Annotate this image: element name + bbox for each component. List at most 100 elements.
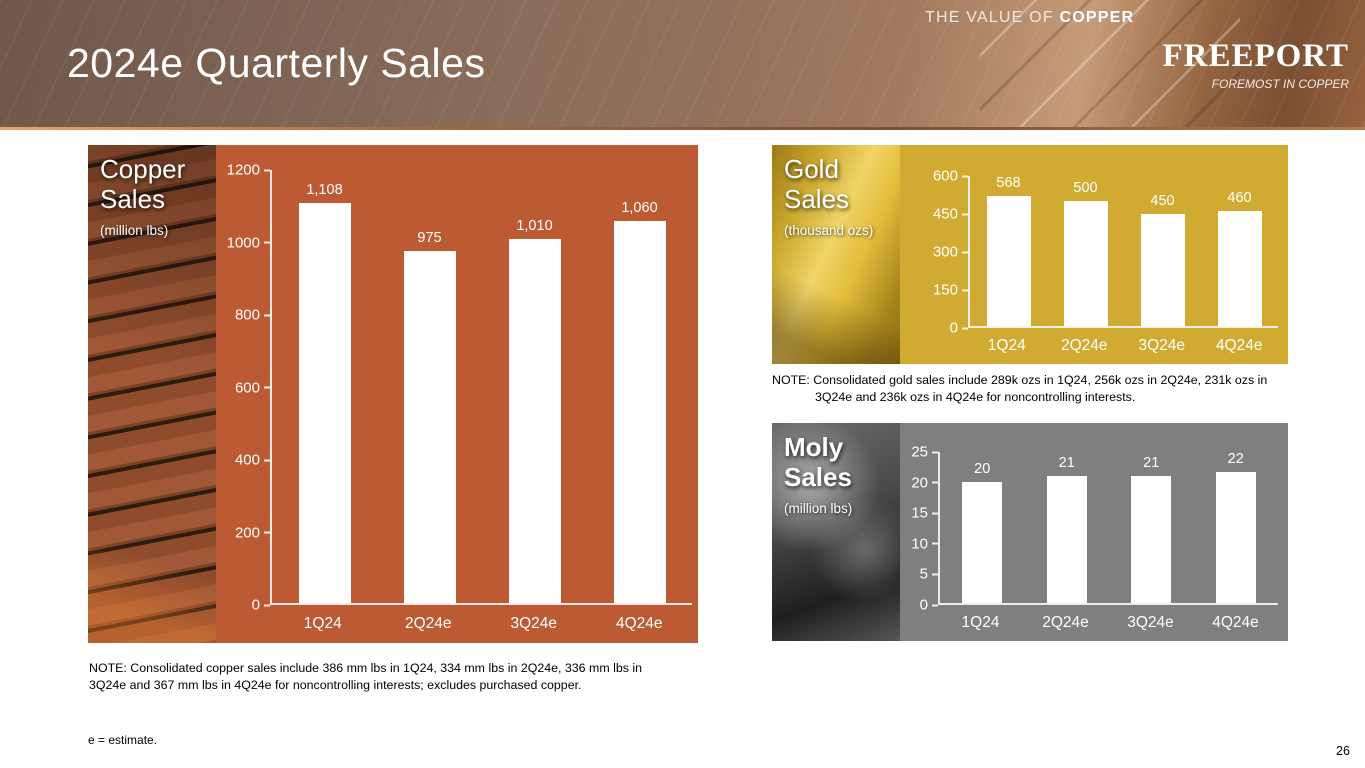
estimate-footnote: e = estimate. — [88, 733, 158, 747]
x-axis-labels: 1Q24 2Q24e 3Q24e 4Q24e — [938, 605, 1278, 641]
y-tick-label: 5 — [920, 567, 938, 582]
bar-group: 1,010 — [482, 170, 587, 603]
y-tick-label: 400 — [235, 453, 270, 468]
bar-value-label: 460 — [1227, 190, 1252, 207]
bar-value-label: 568 — [996, 175, 1021, 191]
bar-value-label: 21 — [1143, 455, 1160, 472]
y-tick-label: 300 — [933, 245, 968, 260]
chart-title: Gold Sales — [784, 154, 850, 214]
copper-chart-heading: Copper Sales (million lbs) — [100, 154, 186, 238]
y-tick-label: 25 — [911, 445, 938, 460]
bar-group: 21 — [1109, 452, 1194, 603]
moly-chart-heading: Moly Sales (million lbs) — [784, 432, 853, 516]
y-tick-label: 20 — [911, 475, 938, 490]
copper-sales-note: NOTE: Consolidated copper sales include … — [89, 661, 643, 692]
bars-container: 568 500 450 460 — [970, 175, 1278, 326]
y-tick-label: 600 — [235, 380, 270, 395]
chart-unit-label: (thousand ozs) — [784, 222, 874, 238]
bar — [1063, 201, 1108, 326]
bar — [298, 203, 351, 603]
bar-value-label: 500 — [1073, 180, 1098, 197]
slide-header: 2024e Quarterly Sales THE VALUE OF COPPE… — [0, 0, 1365, 127]
x-tick-label: 4Q24e — [1212, 614, 1259, 631]
bar-group: 20 — [940, 452, 1025, 603]
bar-value-label: 975 — [417, 230, 442, 247]
gold-chart-heading: Gold Sales (thousand ozs) — [784, 154, 874, 238]
tagline-prefix: THE VALUE OF — [925, 9, 1060, 26]
page-title: 2024e Quarterly Sales — [67, 40, 486, 86]
bar-value-label: 21 — [1058, 455, 1075, 472]
x-axis-labels: 1Q24 2Q24e 3Q24e 4Q24e — [968, 328, 1278, 364]
bar — [508, 238, 561, 603]
bar-group: 500 — [1047, 176, 1124, 326]
plot-area: 568 500 450 460 — [968, 175, 1278, 328]
y-tick-label: 450 — [933, 207, 968, 222]
freeport-logo-text: FREEPORT — [1162, 38, 1349, 74]
x-tick-label: 2Q24e — [404, 615, 452, 632]
copper-cathode-photo: Copper Sales (million lbs) — [88, 145, 216, 643]
bar — [1217, 211, 1262, 326]
bar — [1215, 471, 1256, 603]
bar — [403, 251, 456, 603]
y-tick-label: 150 — [933, 283, 968, 298]
bar-value-label: 1,010 — [516, 217, 553, 234]
molybdenum-ore-photo: Moly Sales (million lbs) — [772, 423, 900, 641]
x-tick-label: 4Q24e — [1215, 337, 1263, 354]
chart-unit-label: (million lbs) — [784, 500, 853, 516]
bar — [1046, 476, 1087, 603]
gold-bar-chart: 0 150 300 450 600 568 500 450 460 1Q24 2Q24e 3Q24… — [900, 145, 1288, 364]
bar-value-label: 1,108 — [306, 182, 343, 199]
gold-sales-panel: Gold Sales (thousand ozs) 0 150 300 450 600 … — [772, 145, 1288, 364]
bar-group: 21 — [1025, 452, 1110, 603]
x-tick-label: 2Q24e — [1060, 337, 1108, 354]
bar-value-label: 22 — [1227, 451, 1244, 467]
freeport-logo-tagline: FOREMOST IN COPPER — [1211, 77, 1349, 91]
y-tick-label: 0 — [920, 598, 938, 613]
x-tick-label: 1Q24 — [961, 614, 1000, 631]
x-tick-label: 1Q24 — [303, 615, 342, 632]
x-tick-label: 3Q24e — [1138, 337, 1186, 354]
x-tick-label: 2Q24e — [1042, 614, 1089, 631]
chart-title: Copper Sales — [100, 154, 186, 214]
bar — [962, 482, 1003, 603]
bar-group: 22 — [1194, 451, 1279, 603]
y-tick-label: 200 — [235, 525, 270, 540]
moly-sales-panel: Moly Sales (million lbs) 0 5 10 15 20 25 20 21… — [772, 423, 1288, 641]
freeport-logo: FREEPORT FOREMOST IN COPPER — [1162, 38, 1349, 92]
y-tick-label: 800 — [235, 308, 270, 323]
y-tick-label: 10 — [911, 536, 938, 551]
bar-group: 975 — [377, 170, 482, 603]
x-axis-labels: 1Q24 2Q24e 3Q24e 4Q24e — [270, 605, 692, 643]
gold-sales-note: NOTE: Consolidated gold sales include 28… — [772, 373, 1268, 404]
bar — [613, 220, 666, 603]
plot-area: 20 21 21 22 — [938, 451, 1279, 605]
bar — [986, 195, 1031, 326]
bar-value-label: 1,060 — [621, 199, 658, 216]
bars-container: 20 21 21 22 — [940, 451, 1279, 603]
y-tick-label: 0 — [252, 598, 270, 613]
y-axis-labels: 0 150 300 450 600 — [914, 169, 968, 336]
page-number: 26 — [1336, 744, 1350, 758]
y-tick-label: 15 — [911, 506, 938, 521]
moly-bar-chart: 0 5 10 15 20 25 20 21 21 22 1Q24 2Q24e 3Q24e 4Q24e — [900, 423, 1288, 641]
y-axis-labels: 0 5 10 15 20 25 — [900, 445, 938, 613]
tagline-emphasis: COPPER — [1059, 9, 1135, 26]
bar-value-label: 20 — [974, 461, 991, 478]
y-tick-label: 1000 — [227, 235, 270, 250]
y-tick-label: 1200 — [227, 163, 270, 178]
bar-group: 460 — [1201, 176, 1278, 326]
y-axis-labels: 0 200 400 600 800 1000 1200 — [222, 163, 270, 613]
x-tick-label: 3Q24e — [1127, 614, 1174, 631]
gold-bar-photo: Gold Sales (thousand ozs) — [772, 145, 900, 364]
plot-area: 1,108 975 1,010 1,060 — [270, 170, 692, 605]
x-tick-label: 4Q24e — [615, 615, 663, 632]
x-tick-label: 3Q24e — [510, 615, 558, 632]
header-bottom-edge-decoration — [0, 127, 1365, 130]
bar-group: 568 — [970, 175, 1047, 326]
chart-unit-label: (million lbs) — [100, 222, 169, 238]
x-tick-label: 1Q24 — [987, 337, 1026, 354]
y-tick-label: 600 — [933, 169, 968, 184]
bars-container: 1,108 975 1,010 1,060 — [272, 170, 692, 603]
bar-group: 1,108 — [272, 170, 377, 603]
bar — [1131, 476, 1172, 603]
